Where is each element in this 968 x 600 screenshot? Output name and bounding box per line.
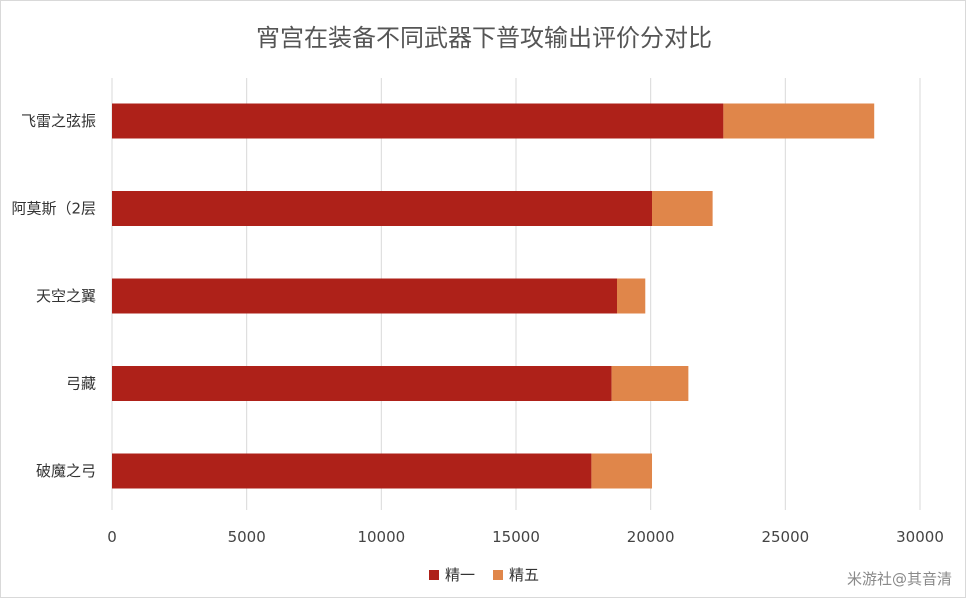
chart-title: 宵宫在装备不同武器下普攻输出评价分对比 <box>256 24 712 52</box>
legend-label-series-2: 精五 <box>509 566 540 584</box>
bar-series-1 <box>112 278 617 314</box>
x-tick-label: 15000 <box>492 528 540 546</box>
bar-series-1 <box>112 366 612 401</box>
legend-swatch-series-2 <box>493 569 503 580</box>
legend-swatch-series-1 <box>428 569 439 580</box>
bar-series-2 <box>617 278 646 314</box>
category-label: 破魔之弓 <box>36 462 96 480</box>
x-tick-label: 10000 <box>357 528 405 546</box>
bar-series-2 <box>611 366 689 401</box>
bar-series-1 <box>112 103 724 139</box>
bar-series-2 <box>723 103 875 139</box>
x-tick-label: 25000 <box>761 528 809 546</box>
watermark: 米游社@其音清 <box>846 570 952 588</box>
bar-series-1 <box>112 453 592 489</box>
legend-item-series-1: 精一 <box>428 564 475 585</box>
legend: 精一 精五 <box>0 564 968 585</box>
x-tick-label: 30000 <box>896 528 944 546</box>
category-label: 天空之翼 <box>36 287 96 305</box>
category-label: 飞雷之弦振 <box>21 112 96 130</box>
x-tick-label: 0 <box>107 528 117 546</box>
x-tick-label: 20000 <box>627 528 675 546</box>
legend-label-series-1: 精一 <box>444 566 475 584</box>
x-tick-label: 5000 <box>228 528 266 546</box>
bar-series-2 <box>652 191 713 226</box>
category-label: 弓藏 <box>66 375 96 393</box>
category-label: 阿莫斯（2层 <box>11 200 96 218</box>
legend-item-series-2: 精五 <box>493 564 539 585</box>
bar-series-2 <box>591 453 653 489</box>
bar-series-1 <box>112 191 653 226</box>
